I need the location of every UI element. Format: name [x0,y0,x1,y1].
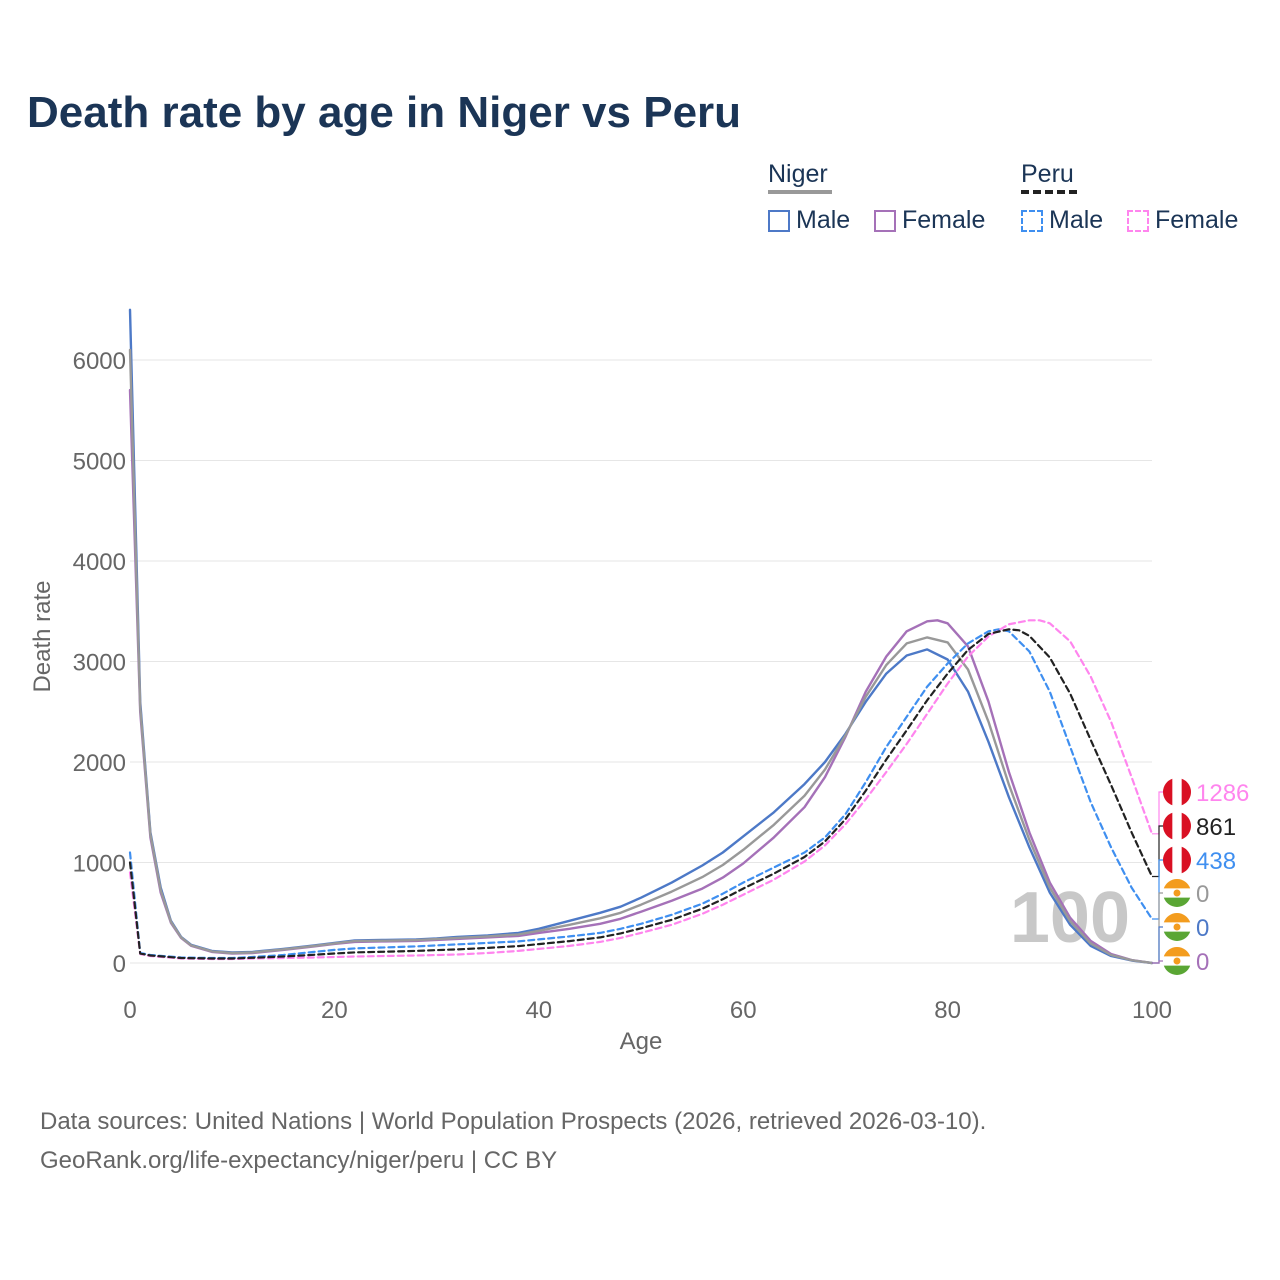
y-tick-label: 4000 [73,549,126,576]
end-value-label: 0 [1196,881,1209,908]
x-tick-label: 20 [321,997,348,1024]
chart-title: Death rate by age in Niger vs Peru [27,88,742,137]
legend-peru-male-label: Male [1049,206,1104,234]
niger-flag-icon [1163,912,1191,942]
series-line-peru-male[interactable] [128,628,1154,960]
end-value-label: 438 [1196,848,1236,875]
flag-stripe-left [1163,846,1173,874]
legend-peru-female[interactable]: Female [1127,206,1238,235]
legend-peru-male-swatch [1021,209,1043,232]
x-tick-label: 100 [1132,997,1172,1024]
end-value-label: 0 [1196,949,1209,976]
flag-stripe-top [1163,946,1191,957]
series-lines [128,308,1154,965]
end-value-label: 1286 [1196,780,1249,807]
legend-niger-label: Niger [768,160,828,188]
x-tick-label: 40 [525,997,552,1024]
flag-stripe-bottom [1163,965,1191,976]
series-line-peru-female[interactable] [128,619,1154,961]
grid-lines [130,359,1152,964]
end-label-connector [1152,960,1163,964]
niger-flag-icon [1163,946,1191,976]
end-label-connector [1152,859,1163,920]
legend-niger-female[interactable]: Female [874,206,985,235]
peru-flag-icon [1163,778,1191,806]
end-label-connector [1152,825,1163,878]
end-labels: 1286 861 438 0 0 0 [1152,778,1249,976]
legend-peru-title: Peru [1021,160,1077,194]
legend-peru-male[interactable]: Male [1021,206,1103,235]
flag-stripe-bottom [1163,931,1191,942]
chart-plot: 0 1000 2000 3000 4000 5000 6000 0 20 40 60 80 100 Age… [29,308,1249,1055]
y-tick-label: 5000 [73,449,126,476]
end-label-connector [1152,791,1163,835]
flag-sun [1173,889,1181,897]
legend-niger-male[interactable]: Male [768,206,850,235]
flag-stripe-left [1163,778,1173,806]
flag-stripe-right [1181,778,1191,806]
footer-sources: Data sources: United Nations | World Pop… [40,1108,987,1135]
axes: 0 1000 2000 3000 4000 5000 6000 0 20 40 60 80 100 Age… [29,348,1172,1055]
series-line-peru-total[interactable] [128,628,1154,960]
series-line-niger-male[interactable] [128,308,1154,965]
legend-niger-female-label: Female [902,206,986,234]
y-tick-label: 0 [113,951,126,978]
x-tick-label: 0 [123,997,136,1024]
end-label-connector [1152,926,1163,964]
legend-peru-line [1021,190,1077,194]
end-value-label: 861 [1196,814,1236,841]
flag-stripe-top [1163,878,1191,889]
y-tick-label: 6000 [73,348,126,375]
legend-niger-female-swatch [874,209,896,232]
legend-niger-title: Niger [768,160,832,194]
y-tick-label: 1000 [73,851,126,878]
end-label-connector [1152,892,1163,964]
peru-flag-icon [1163,846,1191,874]
legend-niger-line [768,190,832,194]
x-tick-label: 60 [730,997,757,1024]
flag-stripe-right [1181,846,1191,874]
flag-stripe-right [1181,812,1191,840]
peru-flag-icon [1163,812,1191,840]
flag-stripe-bottom [1163,897,1191,908]
flag-sun [1173,957,1181,965]
flag-stripe-left [1163,812,1173,840]
niger-flag-icon [1163,878,1191,908]
legend-peru-label: Peru [1021,160,1074,188]
flag-stripe-top [1163,912,1191,923]
x-axis-label: Age [620,1028,663,1055]
legend-niger-male-swatch [768,209,790,232]
series-line-niger-total[interactable] [128,348,1154,965]
flag-sun [1173,923,1181,931]
legend-niger-male-label: Male [796,206,851,234]
y-tick-label: 3000 [73,650,126,677]
footer-credit[interactable]: GeoRank.org/life-expectancy/niger/peru |… [40,1147,558,1174]
end-value-label: 0 [1196,915,1209,942]
legend-peru-female-label: Female [1155,206,1239,234]
y-axis-label: Death rate [29,580,56,692]
legend-peru-female-swatch [1127,209,1149,232]
x-tick-label: 80 [934,997,961,1024]
y-tick-label: 2000 [73,750,126,777]
series-line-niger-female[interactable] [128,388,1154,965]
